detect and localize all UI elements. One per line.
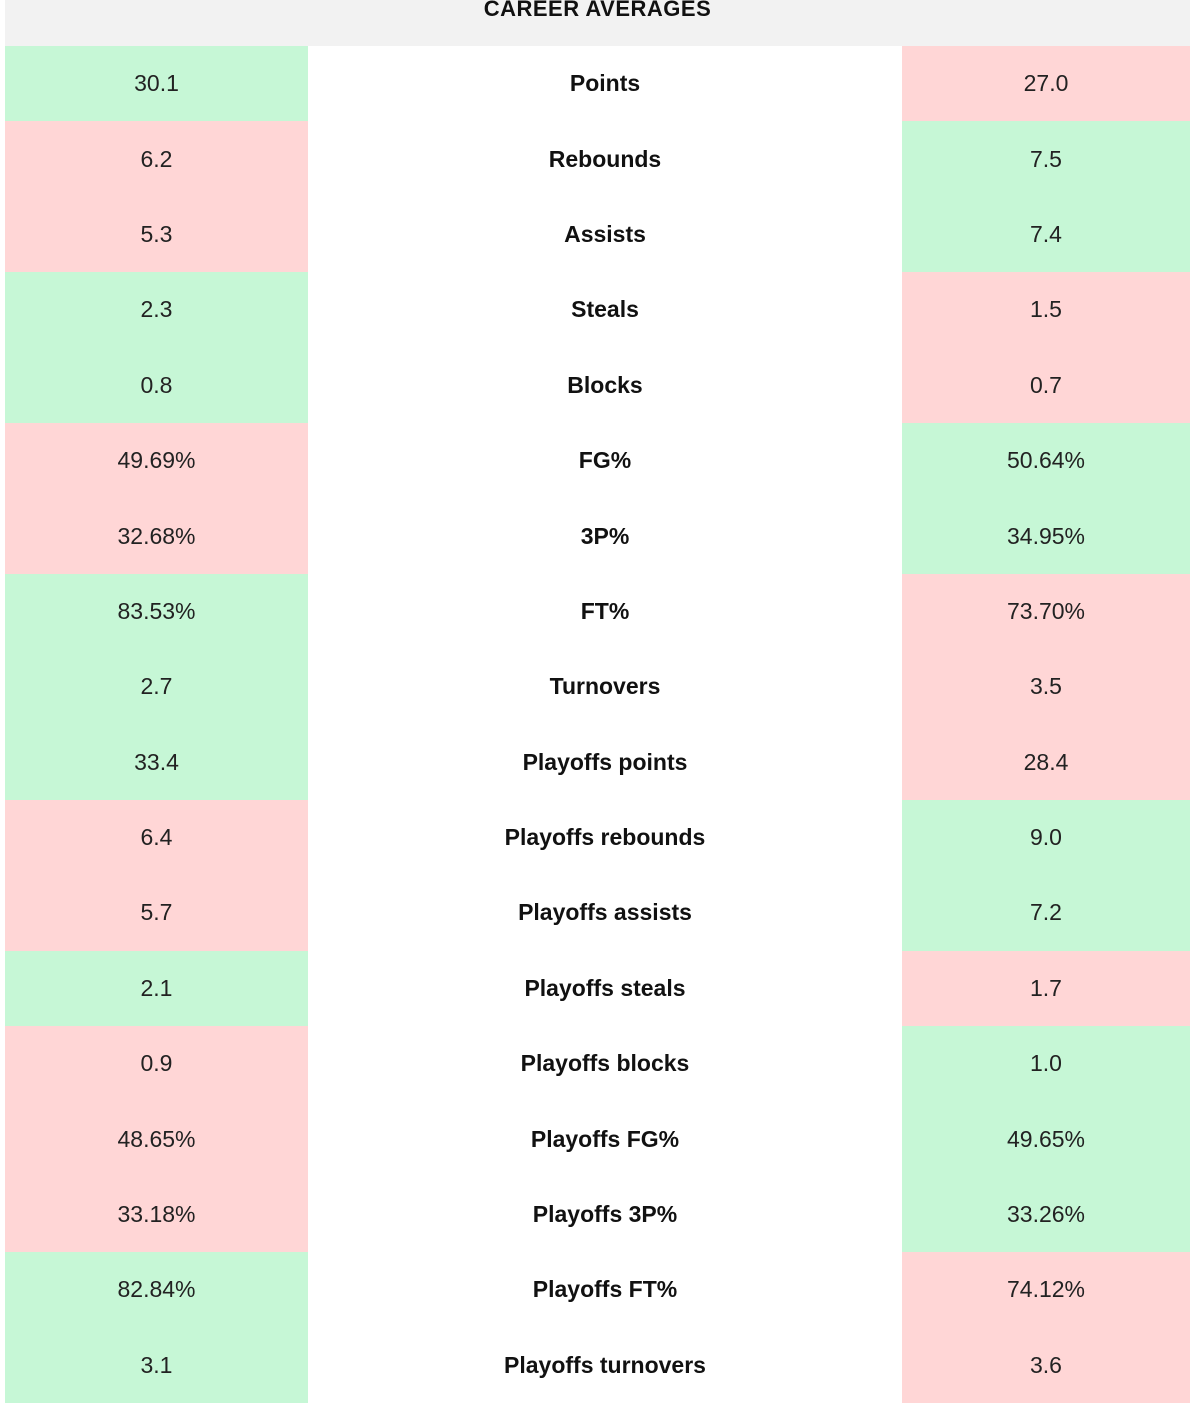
right-player-value: 1.7 [902,950,1190,1027]
left-player-value: 33.4 [5,724,308,800]
right-player-value: 28.4 [902,724,1190,800]
right-player-value: 1.0 [902,1026,1190,1102]
stat-label: Rebounds [308,121,902,197]
stat-label: FG% [308,422,902,499]
right-player-value: 49.65% [902,1101,1190,1177]
left-player-value: 30.1 [5,46,308,122]
table-row: 33.4 Playoffs points 28.4 [5,724,1190,800]
stat-label: Assists [308,196,902,273]
right-player-value: 7.5 [902,121,1190,197]
left-player-value: 5.7 [5,875,308,951]
table-header: CAREER AVERAGES [5,0,1190,46]
stat-label: Playoffs steals [308,950,902,1027]
right-player-value: 3.6 [902,1327,1190,1404]
stat-label: Playoffs blocks [308,1026,902,1102]
stat-label: FT% [308,573,902,650]
stat-label: Blocks [308,347,902,423]
left-player-value: 6.4 [5,799,308,876]
stat-label: 3P% [308,498,902,574]
table-row: 3.1 Playoffs turnovers 3.6 [5,1327,1190,1404]
left-player-value: 2.1 [5,950,308,1027]
right-player-value: 7.4 [902,196,1190,273]
right-player-value: 1.5 [902,272,1190,348]
stat-label: Playoffs 3P% [308,1176,902,1253]
table-row: 6.2 Rebounds 7.5 [5,121,1190,197]
table-row: 49.69% FG% 50.64% [5,422,1190,499]
stat-label: Steals [308,272,902,348]
table-row: 33.18% Playoffs 3P% 33.26% [5,1176,1190,1253]
right-player-value: 50.64% [902,422,1190,499]
comparison-table: 30.1 Points 27.0 6.2 Rebounds 7.5 5.3 Assists 7.… [5,46,1190,1404]
left-player-value: 83.53% [5,573,308,650]
left-player-value: 32.68% [5,498,308,574]
table-row: 48.65% Playoffs FG% 49.65% [5,1101,1190,1177]
table-row: 6.4 Playoffs rebounds 9.0 [5,799,1190,876]
left-player-value: 6.2 [5,121,308,197]
stat-label: Playoffs assists [308,875,902,951]
table-row: 82.84% Playoffs FT% 74.12% [5,1252,1190,1328]
right-player-value: 73.70% [902,573,1190,650]
stat-label: Points [308,46,902,122]
stat-label: Playoffs FG% [308,1101,902,1177]
right-player-value: 33.26% [902,1176,1190,1253]
left-player-value: 49.69% [5,422,308,499]
table-row: 83.53% FT% 73.70% [5,573,1190,650]
stat-label: Turnovers [308,649,902,725]
table-row: 5.3 Assists 7.4 [5,196,1190,273]
table-row: 32.68% 3P% 34.95% [5,498,1190,574]
right-player-value: 34.95% [902,498,1190,574]
table-title: CAREER AVERAGES [483,0,712,21]
right-player-value: 27.0 [902,46,1190,122]
table-row: 5.7 Playoffs assists 7.2 [5,875,1190,951]
left-player-value: 33.18% [5,1176,308,1253]
table-row: 30.1 Points 27.0 [5,46,1190,122]
stat-label: Playoffs points [308,724,902,800]
left-player-value: 3.1 [5,1327,308,1404]
left-player-value: 0.8 [5,347,308,423]
stat-label: Playoffs rebounds [308,799,902,876]
right-player-value: 7.2 [902,875,1190,951]
table-row: 0.8 Blocks 0.7 [5,347,1190,423]
right-player-value: 74.12% [902,1252,1190,1328]
left-player-value: 82.84% [5,1252,308,1328]
right-player-value: 9.0 [902,799,1190,876]
left-player-value: 2.3 [5,272,308,348]
right-player-value: 3.5 [902,649,1190,725]
left-player-value: 5.3 [5,196,308,273]
stat-label: Playoffs FT% [308,1252,902,1328]
stat-label: Playoffs turnovers [308,1327,902,1404]
left-player-value: 2.7 [5,649,308,725]
table-row: 0.9 Playoffs blocks 1.0 [5,1026,1190,1102]
table-row: 2.7 Turnovers 3.5 [5,649,1190,725]
table-row: 2.3 Steals 1.5 [5,272,1190,348]
table-row: 2.1 Playoffs steals 1.7 [5,950,1190,1027]
left-player-value: 0.9 [5,1026,308,1102]
left-player-value: 48.65% [5,1101,308,1177]
right-player-value: 0.7 [902,347,1190,423]
